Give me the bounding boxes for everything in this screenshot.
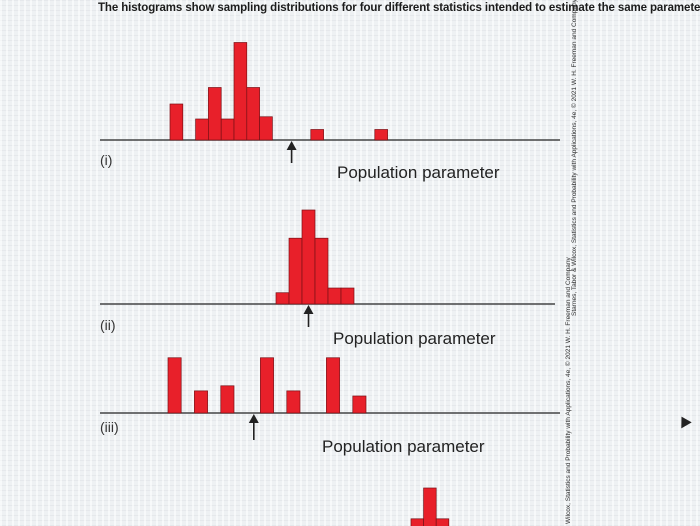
- panel-label: (i): [100, 152, 112, 168]
- histogram-bar: [167, 357, 182, 414]
- histogram-bar: [374, 129, 388, 141]
- parameter-arrow-icon: [303, 305, 314, 327]
- histogram-bar: [340, 287, 355, 305]
- credit-lower: Wilcox, Statistics and Probability with …: [564, 257, 572, 524]
- histogram-bar: [194, 390, 208, 414]
- histogram-bar: [233, 42, 248, 141]
- histogram-bar: [260, 357, 274, 414]
- histogram-bar: [220, 118, 235, 141]
- histogram-bar: [259, 116, 273, 141]
- histogram-bar: [220, 385, 235, 414]
- panel-label: (ii): [100, 317, 116, 333]
- histogram-bar: [310, 129, 324, 141]
- histogram-bar: [195, 118, 209, 141]
- panel-label: (iii): [100, 419, 119, 435]
- histogram-panel-4: [410, 487, 450, 526]
- histogram-bar: [246, 87, 260, 141]
- histogram-bar: [314, 237, 329, 305]
- parameter-arrow-icon: [248, 414, 259, 440]
- population-parameter-label: Population parameter: [337, 163, 500, 182]
- histogram-bar: [327, 287, 342, 305]
- histogram-bar: [301, 209, 316, 305]
- histogram-bar: [410, 518, 424, 526]
- histogram-bar: [169, 103, 184, 141]
- credit-upper: Starnes, Tabor & Wilcox, Statistics and …: [570, 0, 578, 316]
- population-parameter-label: Population parameter: [333, 329, 496, 348]
- histogram-bar: [208, 87, 222, 141]
- histogram-bar: [352, 395, 367, 414]
- population-parameter-label: Population parameter: [322, 437, 485, 456]
- page-title: The histograms show sampling distributio…: [98, 2, 700, 14]
- histogram-panel-3: (iii) Population parameter: [100, 357, 560, 456]
- histogram-bar: [288, 237, 303, 305]
- histogram-bar: [423, 487, 437, 526]
- histogram-panel-2: (ii) Population parameter: [100, 209, 555, 348]
- histogram-bar: [326, 357, 340, 414]
- histogram-bar: [435, 518, 450, 526]
- histogram-panel-1: (i) Population parameter: [100, 42, 560, 182]
- parameter-arrow-icon: [286, 141, 297, 163]
- histogram-bar: [275, 292, 290, 305]
- histogram-bar: [286, 390, 301, 414]
